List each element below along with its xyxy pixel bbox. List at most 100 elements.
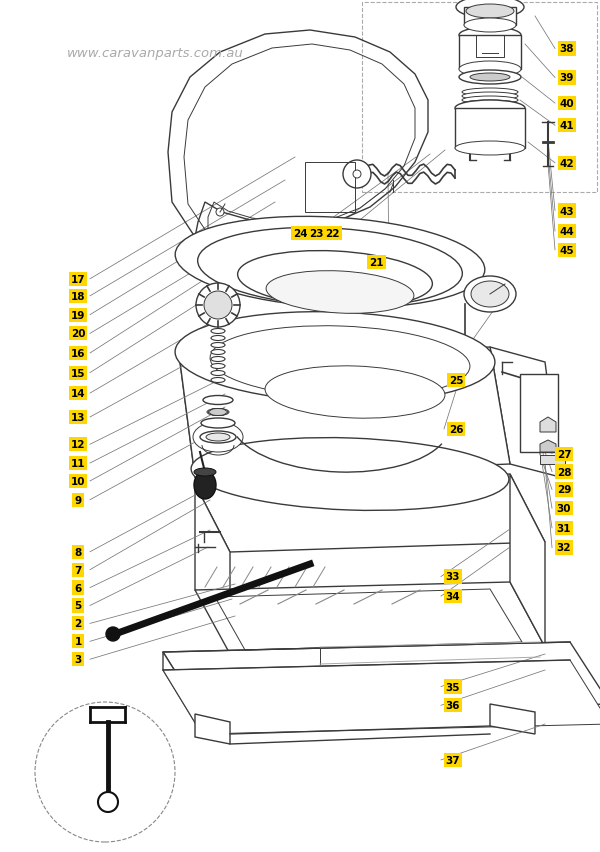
Ellipse shape — [462, 101, 518, 109]
Bar — [455, 109, 525, 149]
Ellipse shape — [201, 418, 235, 429]
Circle shape — [204, 291, 232, 320]
Ellipse shape — [193, 423, 243, 452]
Polygon shape — [180, 363, 255, 492]
Text: 28: 28 — [557, 467, 571, 477]
Ellipse shape — [459, 62, 521, 78]
Text: 11: 11 — [71, 458, 85, 469]
Text: 45: 45 — [560, 245, 574, 256]
Ellipse shape — [456, 0, 524, 19]
Text: 6: 6 — [74, 583, 82, 593]
Ellipse shape — [462, 93, 518, 101]
Text: 9: 9 — [74, 495, 82, 505]
Text: 13: 13 — [71, 412, 85, 423]
Text: 40: 40 — [560, 99, 574, 109]
Circle shape — [216, 209, 224, 216]
Text: 15: 15 — [71, 368, 85, 378]
Polygon shape — [510, 475, 545, 648]
Bar — [362, 3, 597, 193]
Ellipse shape — [210, 326, 470, 399]
Text: 19: 19 — [71, 310, 85, 320]
Circle shape — [35, 702, 175, 842]
Text: 8: 8 — [74, 547, 82, 557]
Ellipse shape — [194, 469, 216, 476]
Text: 12: 12 — [71, 440, 85, 450]
Polygon shape — [195, 582, 545, 654]
Ellipse shape — [462, 105, 518, 112]
Circle shape — [343, 161, 371, 189]
Ellipse shape — [207, 409, 229, 416]
Text: 18: 18 — [71, 291, 85, 302]
Circle shape — [98, 792, 118, 812]
Text: 37: 37 — [446, 755, 460, 765]
Text: 22: 22 — [325, 228, 340, 239]
Ellipse shape — [175, 217, 485, 308]
Ellipse shape — [459, 71, 521, 85]
Ellipse shape — [211, 350, 225, 355]
Ellipse shape — [266, 271, 414, 314]
Ellipse shape — [211, 371, 225, 376]
Text: www.caravanparts.com.au: www.caravanparts.com.au — [67, 47, 244, 60]
Circle shape — [106, 627, 120, 642]
Text: 29: 29 — [557, 485, 571, 495]
Text: 43: 43 — [560, 206, 574, 216]
Bar — [459, 36, 521, 70]
Text: 14: 14 — [71, 389, 85, 399]
Ellipse shape — [211, 378, 225, 383]
Polygon shape — [163, 642, 600, 714]
Polygon shape — [540, 440, 556, 452]
Ellipse shape — [462, 89, 518, 97]
Text: 35: 35 — [446, 682, 460, 692]
Text: 17: 17 — [71, 274, 85, 285]
Text: 16: 16 — [71, 348, 85, 359]
Text: 30: 30 — [557, 504, 571, 514]
Ellipse shape — [175, 313, 495, 403]
Ellipse shape — [194, 471, 216, 499]
Ellipse shape — [211, 364, 225, 369]
Ellipse shape — [462, 97, 518, 105]
Text: 39: 39 — [560, 73, 574, 83]
Text: 27: 27 — [557, 449, 571, 459]
Ellipse shape — [470, 74, 510, 82]
Text: 2: 2 — [74, 619, 82, 629]
Text: 38: 38 — [560, 44, 574, 55]
Text: 5: 5 — [74, 601, 82, 611]
Text: 31: 31 — [557, 523, 571, 533]
Text: 10: 10 — [71, 476, 85, 486]
Ellipse shape — [466, 5, 514, 19]
Ellipse shape — [464, 19, 516, 33]
Polygon shape — [540, 417, 556, 433]
Ellipse shape — [238, 251, 433, 308]
Bar — [464, 8, 516, 26]
Ellipse shape — [455, 101, 525, 117]
Polygon shape — [490, 704, 535, 734]
Polygon shape — [180, 348, 510, 477]
Text: 25: 25 — [449, 376, 463, 386]
Ellipse shape — [459, 28, 521, 44]
Ellipse shape — [211, 336, 225, 341]
Text: 32: 32 — [557, 543, 571, 553]
Ellipse shape — [211, 329, 225, 334]
Text: 23: 23 — [309, 228, 323, 239]
Ellipse shape — [203, 396, 233, 405]
Ellipse shape — [265, 366, 445, 418]
Bar — [520, 375, 558, 452]
Circle shape — [196, 284, 240, 328]
Text: 1: 1 — [74, 636, 82, 647]
Polygon shape — [195, 714, 230, 744]
Ellipse shape — [206, 434, 230, 441]
Ellipse shape — [191, 438, 509, 511]
Text: 41: 41 — [560, 121, 574, 131]
Polygon shape — [195, 485, 230, 602]
Text: 44: 44 — [560, 227, 574, 237]
Text: 7: 7 — [74, 565, 82, 575]
Polygon shape — [163, 653, 202, 734]
Ellipse shape — [197, 228, 463, 308]
Polygon shape — [163, 660, 600, 734]
Ellipse shape — [211, 357, 225, 362]
Ellipse shape — [455, 141, 525, 156]
Ellipse shape — [211, 343, 225, 348]
Ellipse shape — [471, 282, 509, 308]
Text: 33: 33 — [446, 572, 460, 582]
Ellipse shape — [464, 277, 516, 313]
